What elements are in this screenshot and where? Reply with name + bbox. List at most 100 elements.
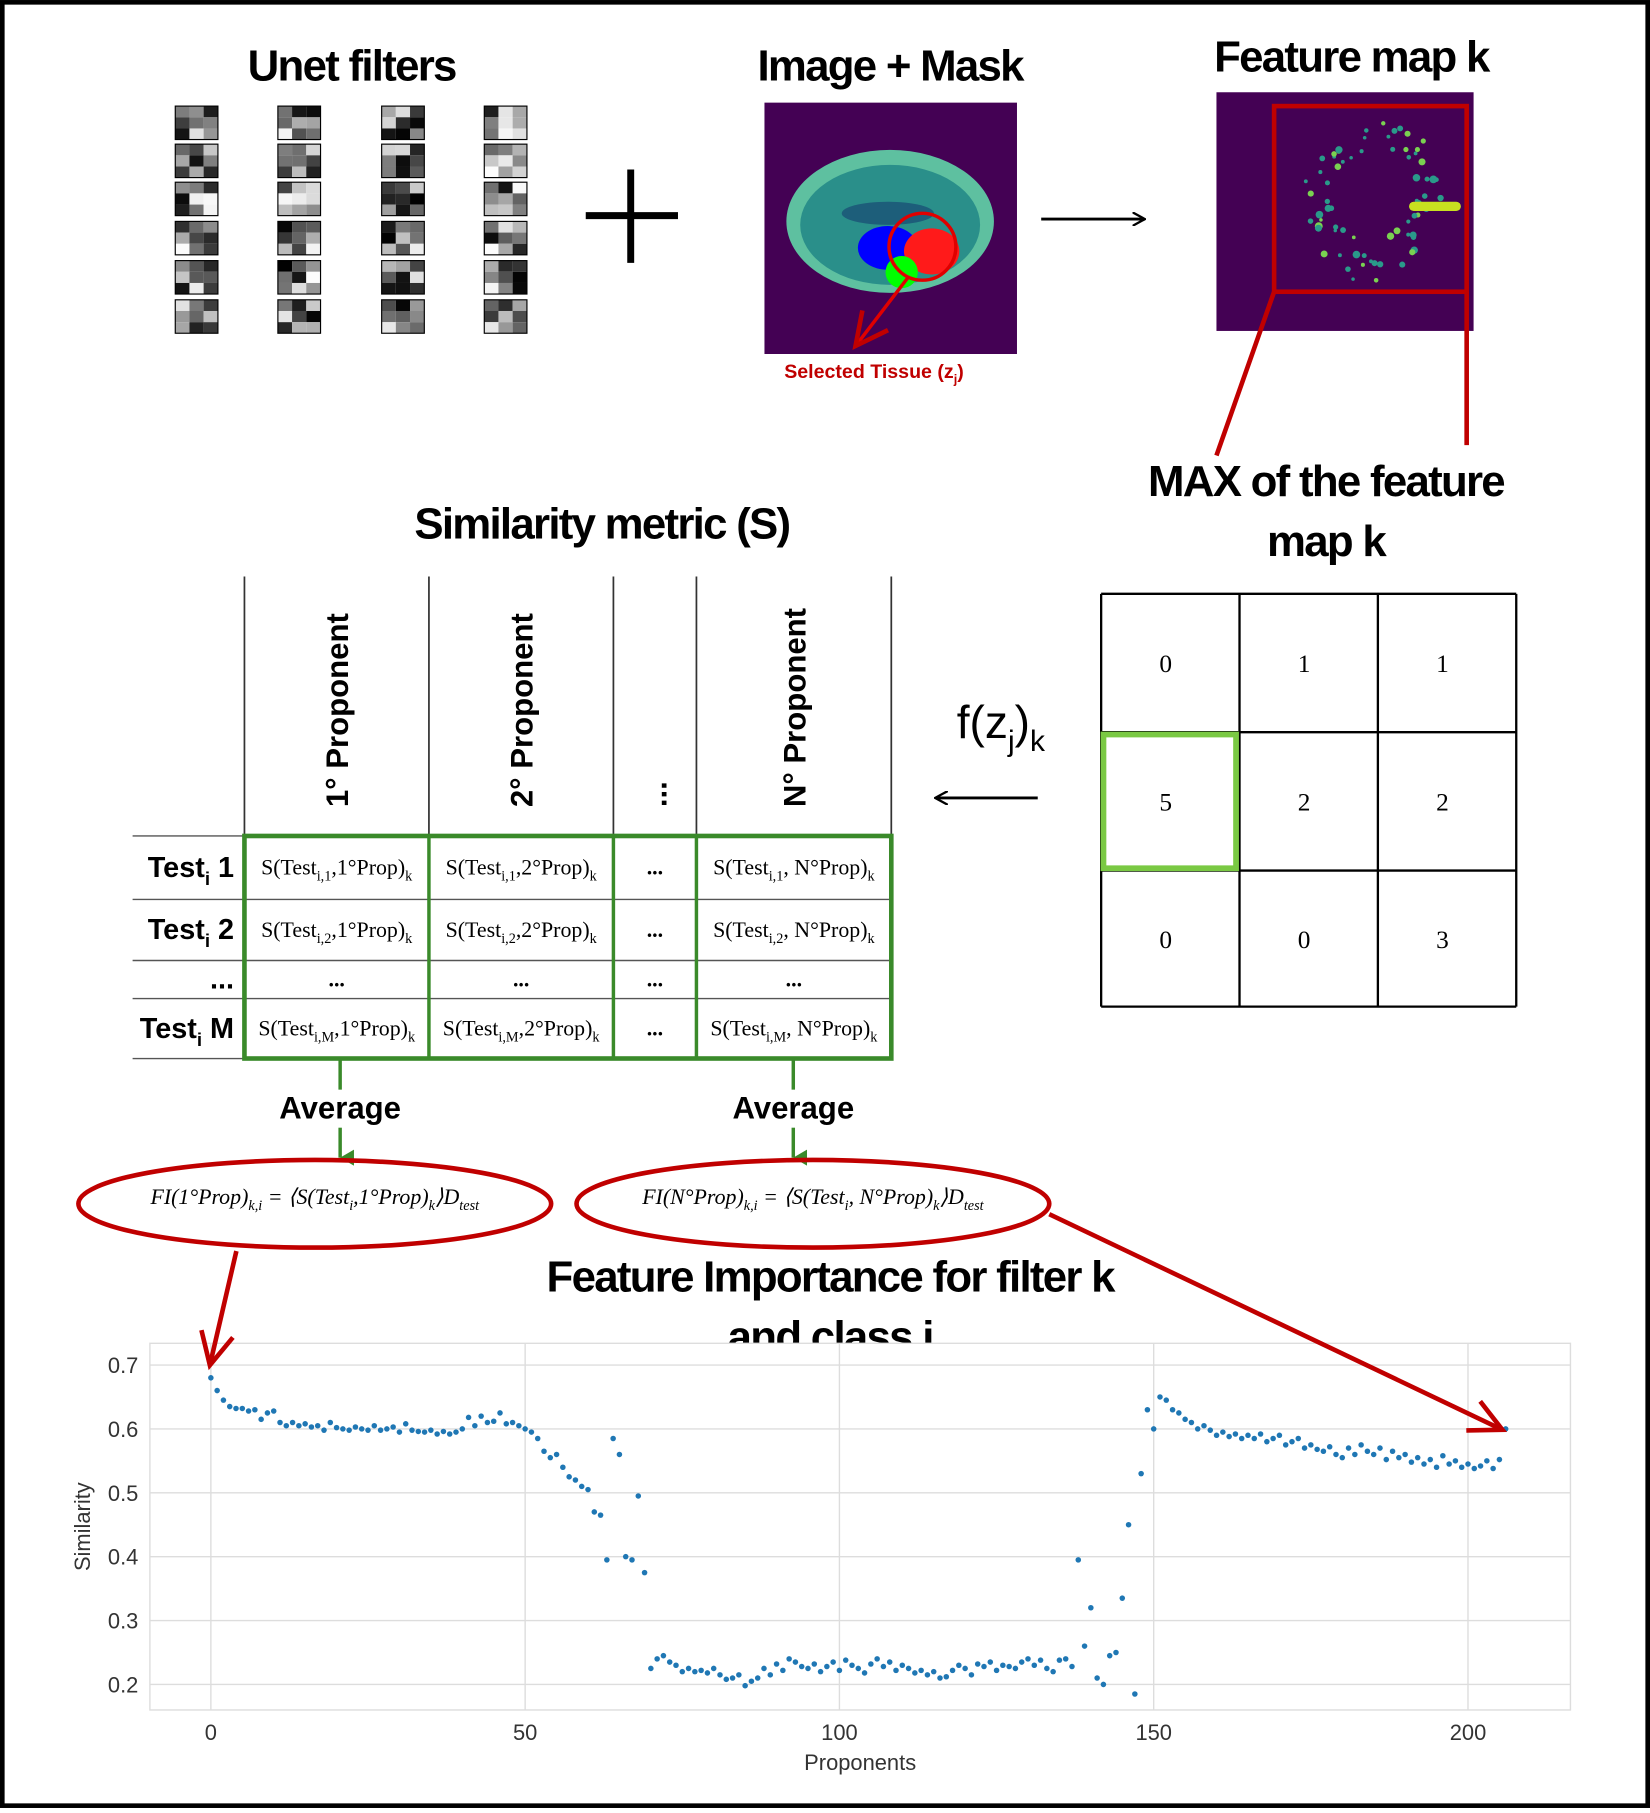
subscript: k xyxy=(405,869,413,885)
filter-cell xyxy=(395,260,411,272)
point xyxy=(220,1397,227,1403)
table-cell: S(Testi,1, N°Prop)k xyxy=(713,855,875,885)
point xyxy=(723,1676,730,1683)
text-part: , N°Prop) xyxy=(783,917,867,942)
filter-border xyxy=(277,181,322,217)
point xyxy=(1226,1433,1232,1440)
point xyxy=(754,1675,761,1681)
subscript: i xyxy=(197,1029,202,1050)
subscript: i,1 xyxy=(317,869,332,885)
filter-cell xyxy=(175,322,190,334)
point xyxy=(1326,1444,1333,1450)
activation xyxy=(1345,266,1351,272)
point xyxy=(277,1419,283,1426)
point xyxy=(673,1662,679,1669)
text-part: ⟩D xyxy=(435,1184,460,1209)
filter-cell xyxy=(203,282,218,295)
filter-cell xyxy=(484,182,499,194)
filter-cell xyxy=(410,193,425,205)
filter-cell xyxy=(512,299,527,311)
activation xyxy=(1340,227,1346,233)
filter-cell xyxy=(381,166,396,178)
subscript: k xyxy=(429,1198,436,1214)
feature-map-title: Feature map k xyxy=(1214,33,1491,82)
feature-map xyxy=(1214,92,1474,457)
point xyxy=(252,1406,258,1413)
table-cell: ... xyxy=(647,1015,663,1040)
filter-cell xyxy=(189,204,204,216)
activation xyxy=(1335,146,1343,154)
x-tick-label: 150 xyxy=(1135,1720,1172,1745)
point xyxy=(798,1663,805,1670)
filter-cell xyxy=(277,322,293,334)
filter-cell xyxy=(410,271,425,283)
matrix-value: 0 xyxy=(1159,926,1172,954)
filter-cell xyxy=(175,232,190,244)
point xyxy=(861,1670,868,1676)
filter-cell xyxy=(484,106,499,118)
filter-cell xyxy=(484,166,499,178)
filter-border xyxy=(277,105,322,141)
point xyxy=(956,1662,962,1669)
filter-border xyxy=(277,260,322,295)
filter-cell xyxy=(484,260,499,272)
point xyxy=(1427,1456,1434,1463)
row-label: Testi M xyxy=(140,1013,234,1050)
activation xyxy=(1340,159,1345,164)
point xyxy=(786,1656,792,1662)
point xyxy=(541,1448,547,1455)
activation xyxy=(1369,259,1373,264)
filter-cell xyxy=(381,271,396,283)
point xyxy=(327,1419,334,1426)
filter-cell xyxy=(203,155,218,167)
subscript: test xyxy=(964,1198,985,1214)
subscript: i,1 xyxy=(501,869,516,885)
filter-border xyxy=(277,220,322,256)
activation xyxy=(1390,146,1396,152)
point xyxy=(321,1427,327,1433)
point xyxy=(1062,1656,1069,1662)
filter-cell xyxy=(512,166,527,178)
y-tick-label: 0.5 xyxy=(108,1481,138,1506)
activation xyxy=(1334,163,1342,170)
point xyxy=(1138,1470,1144,1477)
filter-cell xyxy=(277,243,293,255)
similarity-table: 1° Proponent 2° Proponent... N° Proponent T… xyxy=(132,576,894,1061)
filter-cell xyxy=(175,144,190,156)
filter-cell xyxy=(498,221,513,233)
point xyxy=(509,1419,516,1426)
filter-cell xyxy=(410,260,425,272)
point xyxy=(490,1418,497,1425)
point xyxy=(792,1659,799,1665)
point xyxy=(666,1659,673,1665)
activation xyxy=(1399,261,1406,268)
point xyxy=(698,1667,704,1674)
subscript: i xyxy=(205,868,210,889)
filter-cell xyxy=(498,106,513,118)
point xyxy=(1012,1665,1019,1672)
filter-cell xyxy=(498,204,513,216)
filter-cell xyxy=(189,106,204,118)
point xyxy=(1213,1432,1220,1439)
activation xyxy=(1409,231,1417,239)
point xyxy=(855,1665,862,1672)
activation xyxy=(1391,127,1398,134)
point xyxy=(1282,1442,1289,1448)
point xyxy=(333,1424,340,1431)
point xyxy=(1157,1394,1163,1400)
point xyxy=(340,1426,346,1432)
point xyxy=(1075,1557,1082,1563)
point xyxy=(717,1672,723,1678)
activation xyxy=(1381,121,1386,126)
filter-border xyxy=(174,299,219,334)
row-label: Testi 1 xyxy=(148,852,234,889)
activation xyxy=(1319,155,1326,162)
point xyxy=(384,1426,390,1432)
point xyxy=(1207,1427,1214,1433)
row-label: ... xyxy=(210,964,234,996)
point xyxy=(880,1663,887,1670)
filter-cell xyxy=(512,221,527,233)
text-part: Test xyxy=(148,914,206,946)
activation xyxy=(1337,253,1342,258)
